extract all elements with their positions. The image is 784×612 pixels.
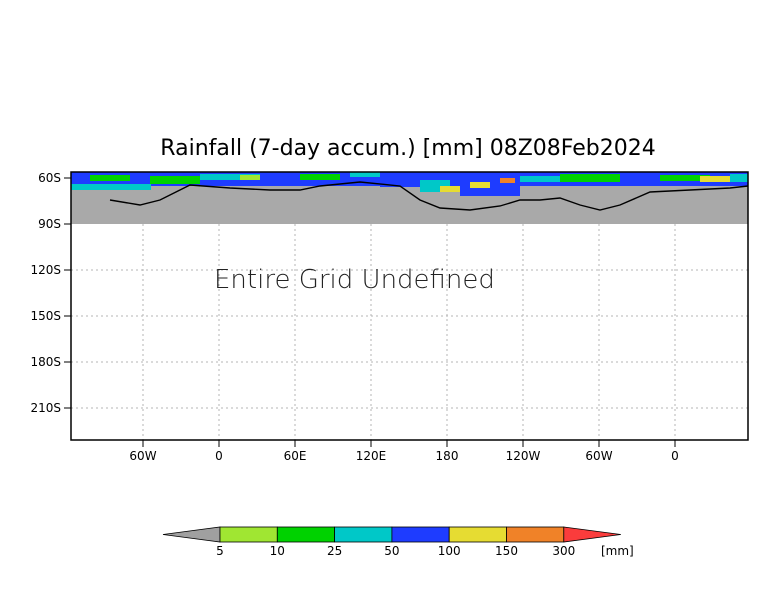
colorbar-threshold-label: 300 (552, 544, 575, 558)
y-label-60s: 60S (38, 171, 61, 185)
x-label-120w: 120W (506, 449, 541, 463)
y-axis: 60S 90S 120S 150S 180S 210S (30, 171, 71, 415)
coastline (109, 181, 749, 211)
x-label-0-2: 0 (671, 449, 679, 463)
colorbar-threshold-label: 10 (270, 544, 285, 558)
colorbar-threshold-label: 25 (327, 544, 342, 558)
colorbar-threshold-label: 50 (384, 544, 399, 558)
x-label-60e: 60E (284, 449, 307, 463)
map-title: Rainfall (7-day accum.) [mm] 08Z08Feb202… (160, 136, 656, 161)
undefined-grid-message: Entire Grid Undefined (214, 265, 495, 295)
colorbar-threshold-label: 5 (216, 544, 224, 558)
colorbar-swatch (391, 526, 450, 543)
x-label-60w: 60W (129, 449, 156, 463)
colorbar-threshold-label: 100 (438, 544, 461, 558)
x-label-60w-2: 60W (585, 449, 612, 463)
colorbar-unit: [mm] (601, 544, 634, 558)
colorbar-swatch (334, 526, 393, 543)
y-label-210s: 210S (30, 401, 61, 415)
colorbar: 5 10 25 50 100 150 300 (162, 526, 621, 558)
grid-lines (71, 224, 748, 440)
x-label-120e: 120E (356, 449, 387, 463)
y-label-120s: 120S (30, 263, 61, 277)
x-label-0: 0 (215, 449, 223, 463)
y-label-180s: 180S (30, 355, 61, 369)
rainfall-band (71, 172, 748, 196)
x-axis: 60W 0 60E 120E 180 120W 60W 0 (129, 440, 679, 463)
y-label-150s: 150S (30, 309, 61, 323)
colorbar-high-arrow (563, 526, 621, 543)
colorbar-swatch (219, 526, 278, 543)
colorbar-threshold-label: 150 (495, 544, 518, 558)
y-label-90s: 90S (38, 217, 61, 231)
x-label-180: 180 (436, 449, 459, 463)
colorbar-swatch (276, 526, 335, 543)
colorbar-low-arrow (162, 526, 221, 543)
colorbar-swatch (506, 526, 565, 543)
map-frame (70, 171, 749, 441)
colorbar-swatch (448, 526, 507, 543)
